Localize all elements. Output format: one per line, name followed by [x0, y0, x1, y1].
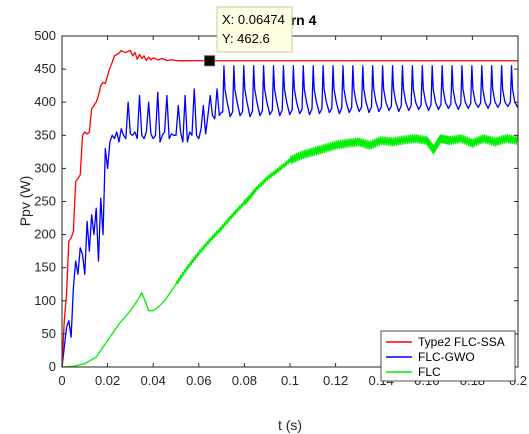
y-tick-label: 300: [34, 160, 56, 175]
legend-label: Type2 FLC-SSA: [418, 335, 505, 349]
y-tick-label: 50: [42, 326, 56, 341]
series-line-flc-gwo: [61, 65, 519, 368]
x-tick-label: 0.1: [281, 373, 299, 388]
datatip-y-label: Y: 462.6: [222, 31, 270, 46]
x-tick-label: 0: [58, 373, 65, 388]
y-tick-label: 450: [34, 61, 56, 76]
x-tick-label: 0.04: [141, 373, 166, 388]
legend-label: FLC: [418, 365, 441, 379]
y-tick-label: 350: [34, 127, 56, 142]
series-line-type2-flc-ssa: [61, 49, 518, 368]
x-tick-label: 0.02: [95, 373, 120, 388]
datatip-box: [216, 6, 293, 53]
series-line-flc: [61, 134, 519, 368]
y-tick-label: 400: [34, 94, 56, 109]
x-tick-label: 0.06: [186, 373, 211, 388]
x-tick-label: 0.12: [323, 373, 348, 388]
y-tick-label: 200: [34, 227, 56, 242]
y-tick-label: 0: [49, 359, 56, 374]
y-tick-label: 100: [34, 293, 56, 308]
series-layer: [61, 49, 519, 368]
plot-area: [62, 36, 518, 367]
y-tick-label: 150: [34, 260, 56, 275]
datatip: X: 0.06474 Y: 462.6: [204, 6, 293, 67]
datatip-x-label: X: 0.06474: [222, 12, 285, 27]
y-tick-label: 250: [34, 194, 56, 209]
y-axis-label: Ppv (W): [17, 176, 33, 227]
y-tick-label: 500: [34, 28, 56, 43]
datatip-marker: [204, 55, 216, 67]
legend-label: FLC-GWO: [418, 350, 475, 364]
x-tick-label: 0.08: [232, 373, 257, 388]
x-axis-label: t (s): [278, 417, 302, 433]
